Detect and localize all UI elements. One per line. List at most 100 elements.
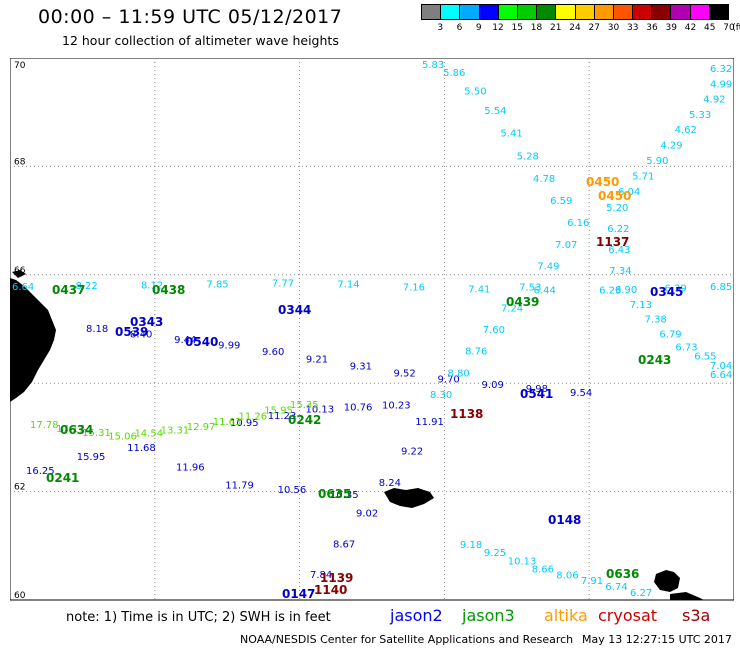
wave-height-value: 5.28 — [517, 151, 539, 162]
wave-height-value: 11.68 — [127, 443, 156, 454]
wave-height-value: 8.30 — [430, 390, 452, 401]
wave-height-value: 7.91 — [581, 576, 603, 587]
pass-id-label: 0148 — [548, 513, 581, 527]
wave-height-value: 7.24 — [501, 304, 523, 315]
pass-id-label: 1138 — [450, 407, 483, 421]
wave-height-value: 9.54 — [570, 388, 592, 399]
wave-height-value: 11.26 — [238, 411, 267, 422]
color-scale-label: 6 — [456, 23, 463, 33]
wave-height-value: 5.71 — [632, 171, 654, 182]
landmasses — [10, 270, 704, 600]
wave-height-value: 5.41 — [500, 129, 522, 140]
footer-timestamp: May 13 12:27:15 UTC 2017 — [582, 633, 732, 646]
page-subtitle: 12 hour collection of altimeter wave hei… — [62, 33, 339, 48]
pass-id-label: 0438 — [152, 283, 185, 297]
wave-height-value: 5.86 — [443, 68, 465, 79]
wave-height-value: 15.06 — [108, 432, 137, 443]
wave-height-value: 15.35 — [290, 400, 319, 411]
wave-height-value: 11.79 — [225, 480, 254, 491]
wave-height-value: 14.54 — [134, 429, 163, 440]
wave-height-value: 6.73 — [675, 343, 697, 354]
color-scale-swatch — [517, 5, 538, 19]
wave-height-value: 11.63 — [213, 417, 242, 428]
wave-height-value: 6.85 — [710, 282, 732, 293]
wave-height-value: 8.22 — [75, 281, 97, 292]
wave-height-value: 10.13 — [508, 556, 537, 567]
wave-height-value: 8.67 — [333, 539, 355, 550]
wave-height-value: 8.18 — [86, 324, 108, 335]
wave-height-value: 10.76 — [344, 403, 373, 414]
wave-height-value: 6.64 — [12, 282, 34, 293]
faroe-islands — [384, 488, 434, 508]
color-scale-label: 36 — [646, 23, 658, 33]
pass-id-label: 0241 — [46, 471, 79, 485]
color-scale-label: 3 — [437, 23, 444, 33]
color-scale-label: 27 — [588, 23, 600, 33]
wave-height-value: 9.02 — [356, 509, 378, 520]
altimeter-tracks: 6.64 8.22 8.12 7.85 7.77 7.14 7.16 7.41 6.44 6.23… — [12, 60, 732, 599]
wave-height-value: 10.13 — [305, 405, 334, 416]
greenland-coast — [10, 278, 56, 402]
wave-height-value: 7.41 — [468, 284, 490, 295]
pass-id-label: 0636 — [606, 567, 639, 581]
wave-height-value: 6.43 — [608, 245, 630, 256]
note-text: note: 1) Time is in UTC; 2) SWH is in fe… — [66, 610, 331, 625]
color-scale-label: 42 — [684, 23, 697, 33]
wave-height-value: 6.22 — [607, 224, 629, 235]
wave-height-value: 8.24 — [379, 478, 401, 489]
wave-height-value: 11.23 — [268, 411, 297, 422]
pass-id-label: 1137 — [596, 235, 629, 249]
wave-height-value: 9.60 — [262, 347, 284, 358]
color-scale-label: 45 — [704, 23, 716, 33]
pass-id-label: 0243 — [638, 353, 671, 367]
color-scale-swatch — [633, 5, 653, 19]
wave-height-value: 7.34 — [609, 266, 631, 277]
wave-height-value: 6.32 — [710, 64, 732, 75]
wave-height-value: 5.90 — [646, 156, 668, 167]
wave-height-value: 6.79 — [659, 329, 681, 340]
map-plot[interactable]: 706866646260-15-12-9-6-30 6.648.228.127.… — [10, 58, 734, 602]
map-frame — [10, 58, 734, 601]
color-scale-swatch — [556, 5, 576, 19]
wave-height-value: 9.21 — [306, 354, 328, 365]
pass-id-label: 0437 — [52, 283, 85, 297]
pass-id-label: 0540 — [185, 335, 218, 349]
wave-height-value: 9.31 — [350, 361, 372, 372]
footer-credit: NOAA/NESDIS Center for Satellite Applica… — [240, 633, 574, 646]
wave-height-value: 5.20 — [606, 203, 628, 214]
color-scale-label: 12 — [492, 23, 504, 33]
legend-item-s3a: s3a — [682, 606, 711, 625]
color-scale-label: 24 — [569, 23, 581, 33]
greenland-islet — [12, 270, 26, 278]
color-scale-swatch — [498, 5, 518, 19]
wave-height-value: 8.66 — [532, 564, 554, 575]
wave-height-value: 10.23 — [382, 400, 411, 411]
wave-height-value: 5.54 — [484, 106, 506, 117]
color-scale-swatch — [479, 5, 499, 19]
wave-height-value: 4.92 — [703, 95, 725, 106]
color-scale-label: 18 — [530, 23, 543, 33]
wave-height-value: 9.98 — [526, 384, 548, 395]
color-scale-swatch — [613, 5, 634, 19]
page-title: 00:00 – 11:59 UTC 05/12/2017 — [38, 6, 343, 28]
pass-id-label: 1140 — [314, 583, 347, 597]
pass-id-label: 0634 — [60, 423, 93, 437]
wave-height-value: 9.09 — [482, 380, 504, 391]
wave-height-value: 7.84 — [310, 570, 332, 581]
wave-height-value: 15.95 — [77, 452, 106, 463]
wave-height-value: 7.85 — [206, 279, 228, 290]
pass-id-label: 0343 — [130, 315, 163, 329]
wave-height-value: 9.44 — [174, 335, 196, 346]
wave-height-value: 11.91 — [415, 417, 444, 428]
wave-height-value: 15.31 — [82, 428, 111, 439]
color-scale-label: 21 — [550, 23, 562, 33]
wave-height-value: 9.18 — [460, 540, 482, 551]
wave-height-value: 9.22 — [401, 447, 423, 458]
color-scale-label: 33 — [627, 23, 639, 33]
y-tick-label: 70 — [14, 61, 26, 71]
wave-height-value: 6.74 — [605, 582, 627, 593]
color-scale-swatch — [537, 5, 557, 19]
wave-height-value: 6.59 — [550, 196, 572, 207]
